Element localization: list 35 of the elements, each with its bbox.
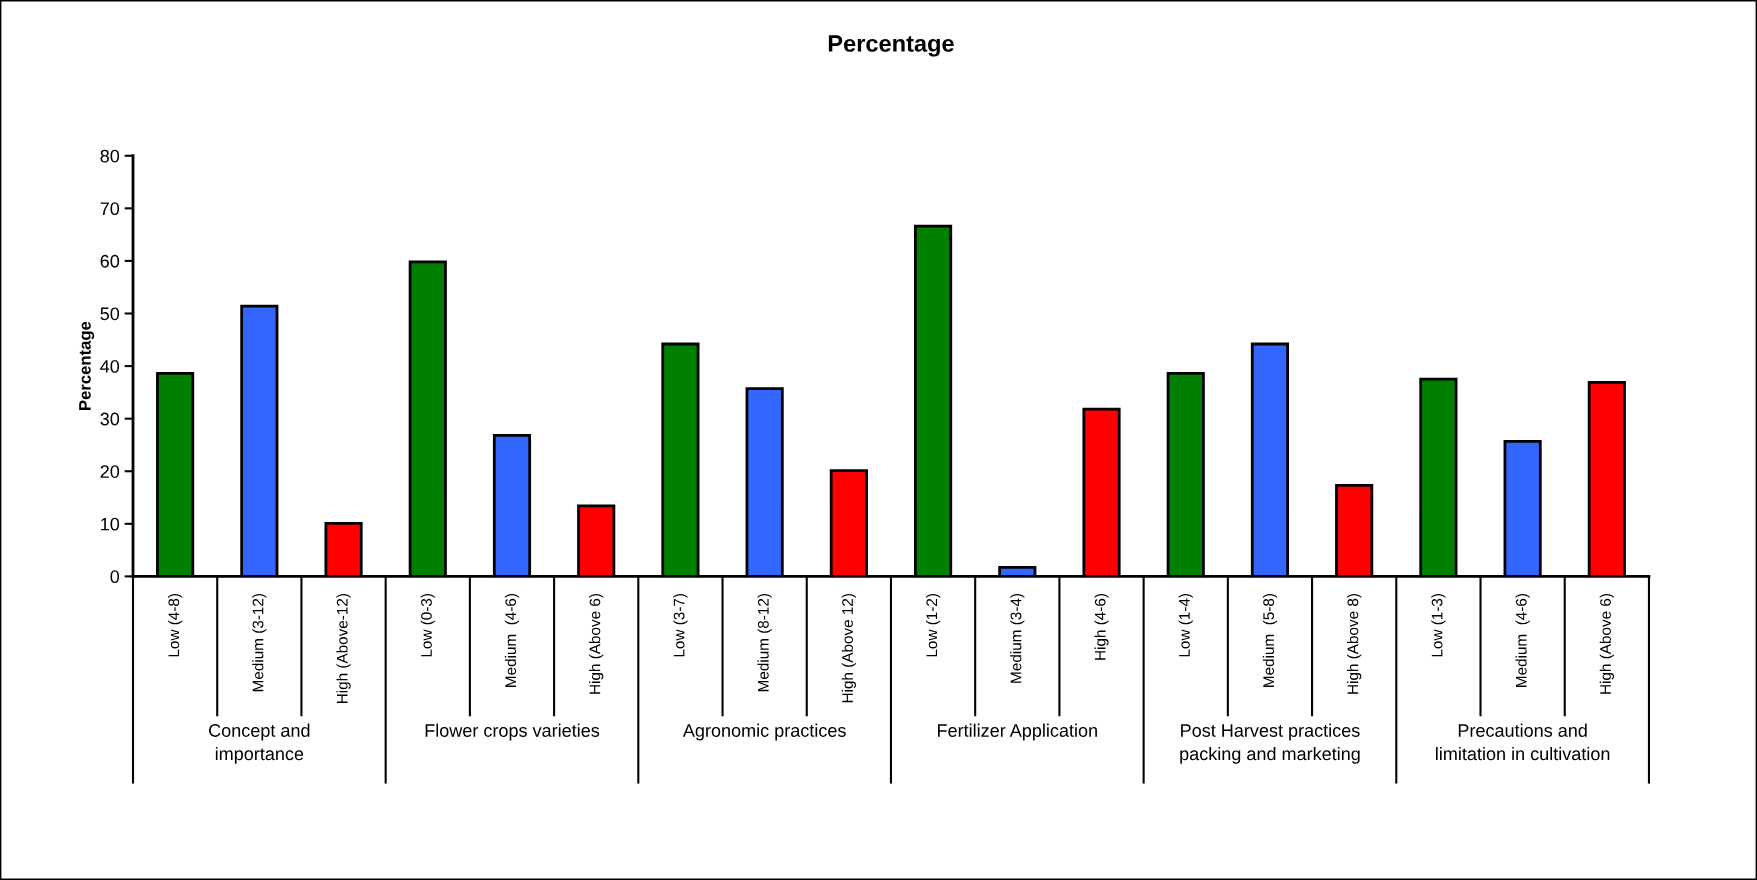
x-tick-label: High (Above 8)	[1347, 594, 1362, 694]
text: Agronomic practices	[682, 723, 846, 741]
y-tick-label: 30	[100, 412, 120, 426]
x-tick-label: Medium (3-12)	[252, 594, 267, 692]
x-tick-label: Medium (4-6)	[1515, 594, 1530, 687]
x-tick-label: High (Above 6)	[589, 594, 604, 694]
x-tick-label: Low (0-3)	[420, 594, 435, 657]
x-tick-label: Medium (8-12)	[757, 594, 772, 692]
text: Flower crops varieties	[425, 723, 600, 741]
x-tick-label: Low (1-3)	[1431, 594, 1446, 657]
text: Concept and importance	[209, 723, 310, 764]
x-tick-label: Medium (5-8)	[1262, 594, 1278, 687]
text: Fertilizer Application	[938, 723, 1097, 741]
x-tick-label: Low (1-2)	[925, 594, 941, 657]
text: Post Harvest practices packing and marketing	[1180, 723, 1360, 764]
x-tick-label: High (Above 6)	[1599, 594, 1614, 694]
x-tick-label: High (Above-12)	[336, 594, 351, 704]
x-tick-label: Low (1-4)	[1178, 594, 1193, 657]
y-tick-label: 10	[101, 517, 120, 531]
y-tick-label: 40	[100, 360, 120, 373]
x-tick-label: Medium (3-4)	[1010, 594, 1025, 683]
x-tick-label: Low (3-7)	[673, 594, 688, 657]
chart-title: Percentage	[828, 35, 954, 57]
x-tick-label: Low (4-8)	[167, 594, 183, 657]
y-tick-label: 60	[100, 254, 120, 268]
y-tick-label: 70	[100, 202, 120, 216]
text: Precautions and limitation in cultivation	[1436, 723, 1610, 761]
y-tick-label: 50	[100, 307, 120, 321]
y-tick-label: 0	[110, 570, 120, 584]
x-tick-label: High (4-6)	[1094, 594, 1109, 660]
y-tick-label: 80	[100, 149, 120, 163]
x-tick-label: High (Above 12)	[841, 594, 856, 703]
y-tick-label: 20	[100, 465, 120, 478]
x-tick-label: Medium (4-6)	[504, 594, 520, 687]
y-axis-title: Percentage	[79, 321, 95, 410]
